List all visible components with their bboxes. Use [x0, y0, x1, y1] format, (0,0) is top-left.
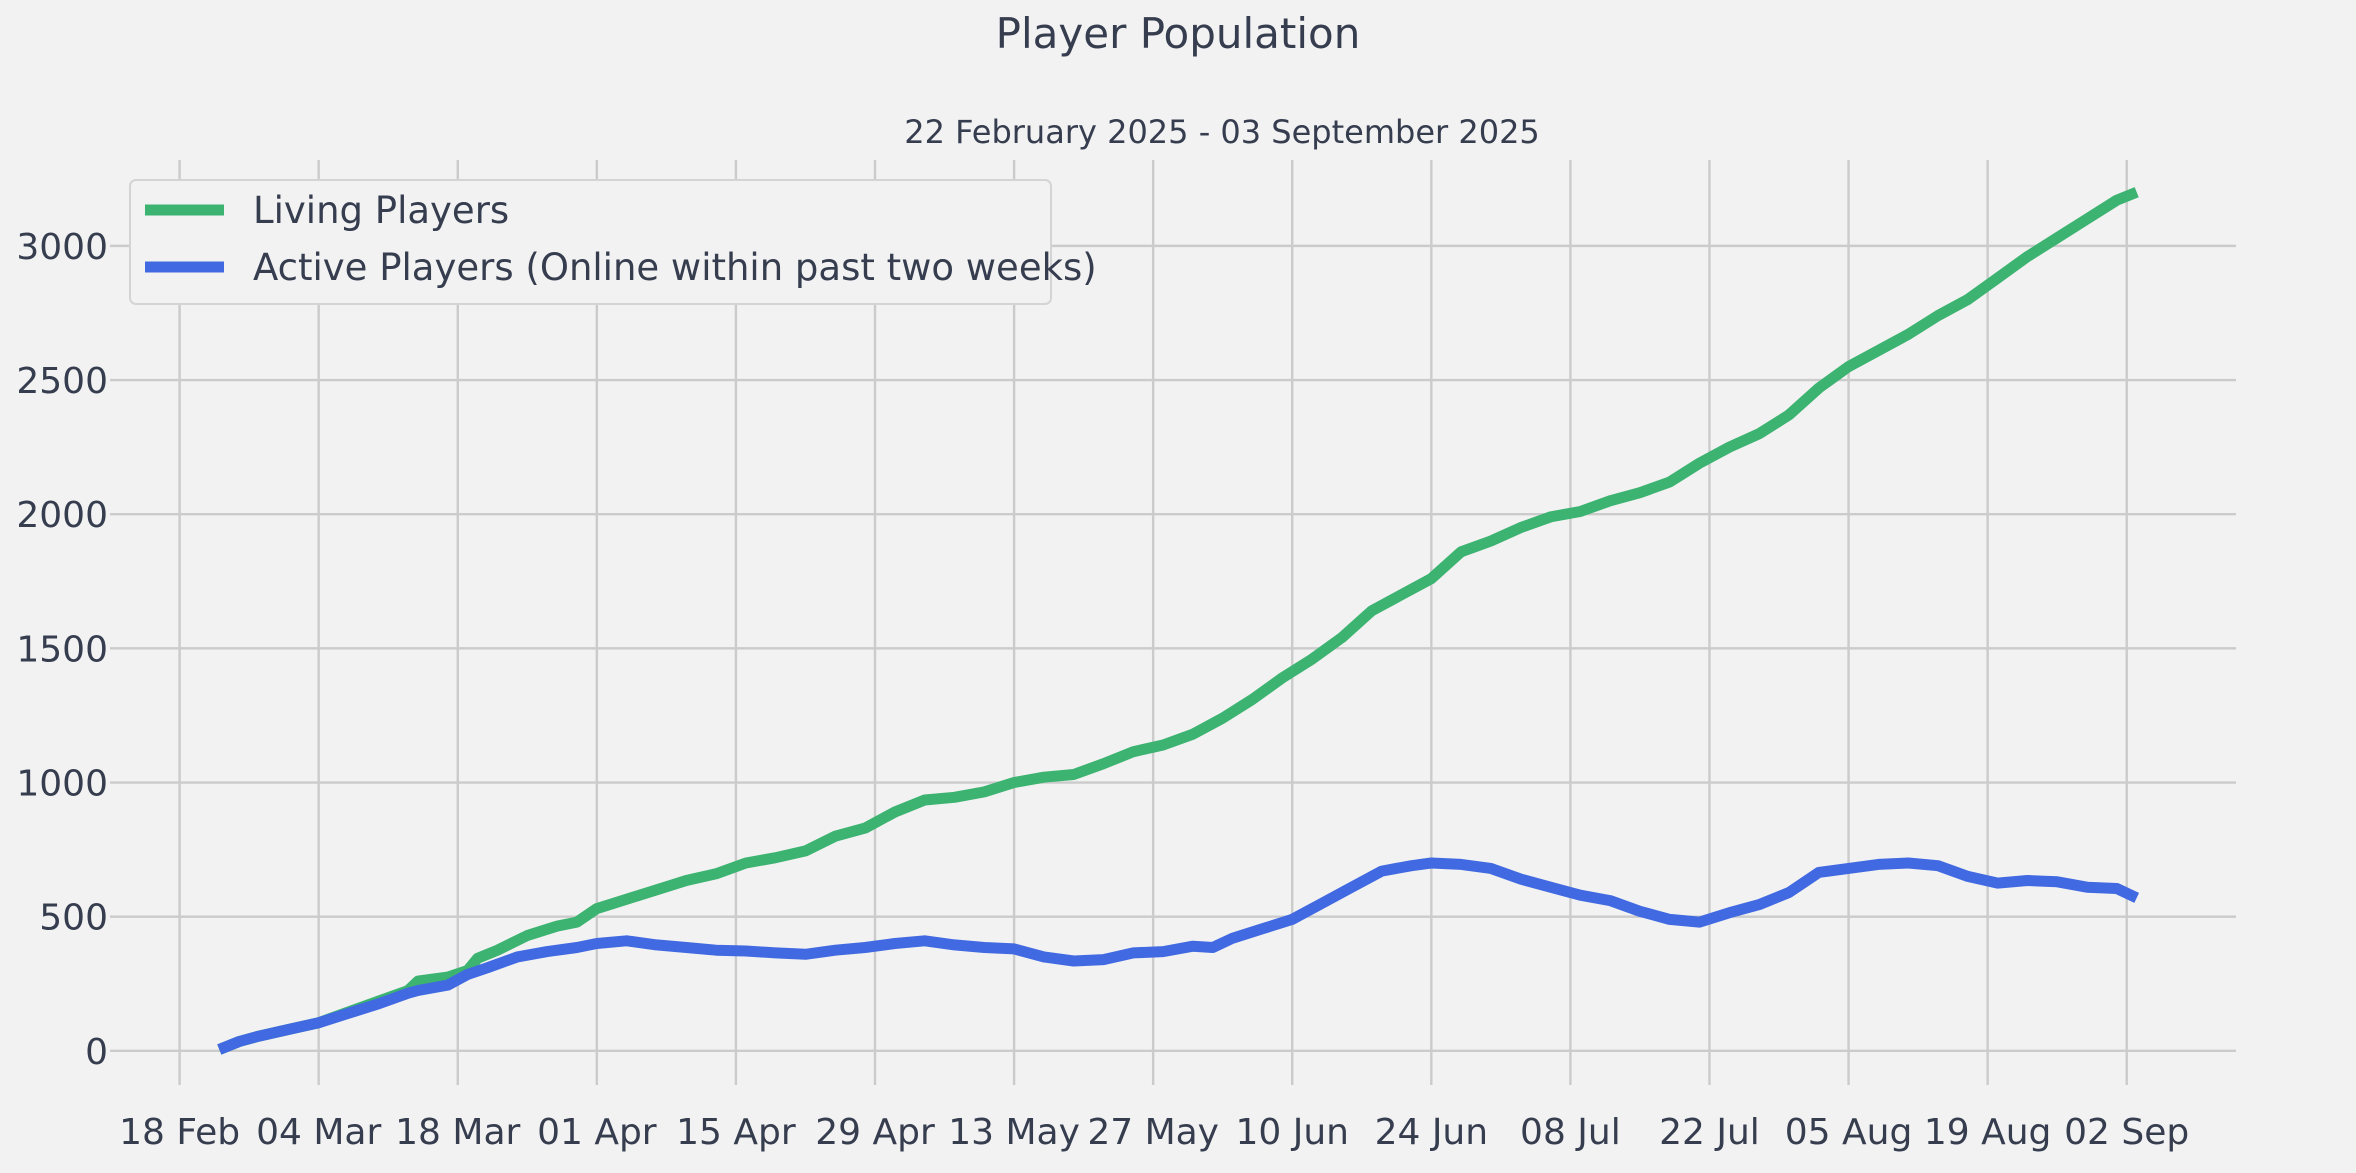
legend-frame	[129, 179, 1052, 305]
x-tick-label: 24 Jun	[1375, 1112, 1489, 1153]
x-tick-label: 19 Aug	[1924, 1112, 2052, 1153]
series-layer	[217, 187, 2140, 1055]
x-gridlines	[178, 160, 2128, 1085]
x-tick-label: 05 Aug	[1785, 1112, 1913, 1153]
x-tick-label: 08 Jul	[1520, 1112, 1621, 1153]
x-tick-label: 29 Apr	[815, 1112, 935, 1153]
x-tick-label: 13 May	[948, 1112, 1080, 1153]
series-line-active-players	[217, 857, 2140, 1055]
x-axis-tick-labels: 18 Feb 04 Mar 18 Mar 01 Apr 15 Apr 29 Apr 13 M…	[119, 1112, 2189, 1153]
y-axis-tick-labels: 0 500 1000 1500 2000 2500 3000	[16, 227, 108, 1073]
x-tick-label: 10 Jun	[1235, 1112, 1349, 1153]
x-tick-label: 22 Jul	[1659, 1112, 1760, 1153]
y-gridlines	[110, 244, 2236, 1053]
y-tick-label: 1500	[16, 629, 108, 670]
x-tick-label: 18 Feb	[119, 1112, 240, 1153]
legend: Living Players Active Players (Online wi…	[129, 179, 1097, 305]
y-tick-label: 0	[85, 1032, 108, 1073]
chart-subtitle: 22 February 2025 - 03 September 2025	[904, 113, 1540, 151]
legend-label-active-players: Active Players (Online within past two w…	[253, 246, 1097, 289]
x-tick-label: 01 Apr	[537, 1112, 657, 1153]
x-tick-label: 18 Mar	[395, 1112, 520, 1153]
chart-title: Player Population	[996, 9, 1361, 58]
x-tick-label: 04 Mar	[256, 1112, 381, 1153]
y-tick-label: 1000	[16, 764, 108, 805]
x-tick-label: 02 Sep	[2064, 1112, 2189, 1153]
y-tick-label: 2000	[16, 495, 108, 536]
y-tick-label: 2500	[16, 361, 108, 402]
x-tick-label: 27 May	[1087, 1112, 1219, 1153]
x-tick-label: 15 Apr	[676, 1112, 796, 1153]
y-tick-label: 500	[39, 898, 108, 939]
legend-label-living-players: Living Players	[253, 189, 509, 232]
y-tick-label: 3000	[16, 227, 108, 268]
series-line-living-players	[217, 187, 2139, 1055]
